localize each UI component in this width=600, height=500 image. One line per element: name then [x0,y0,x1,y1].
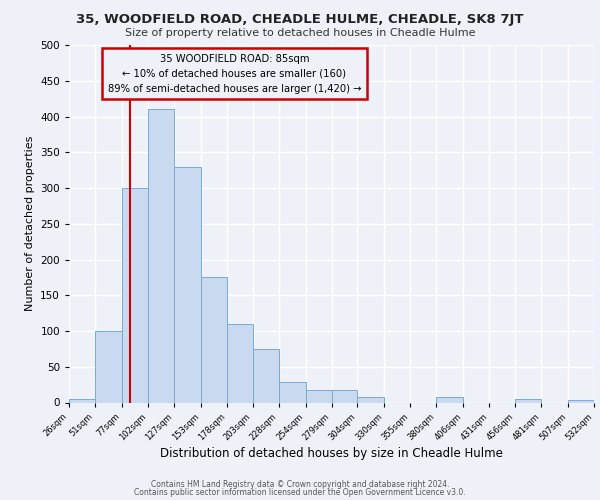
Text: Size of property relative to detached houses in Cheadle Hulme: Size of property relative to detached ho… [125,28,475,38]
Bar [331,390,358,402]
X-axis label: Distribution of detached houses by size in Cheadle Hulme: Distribution of detached houses by size … [160,448,503,460]
Bar [95,331,122,402]
Text: 35 WOODFIELD ROAD: 85sqm
← 10% of detached houses are smaller (160)
89% of semi-: 35 WOODFIELD ROAD: 85sqm ← 10% of detach… [107,54,361,94]
Bar [69,399,95,402]
Bar [148,110,174,403]
Bar [568,400,594,402]
Text: Contains HM Land Registry data © Crown copyright and database right 2024.: Contains HM Land Registry data © Crown c… [151,480,449,489]
Bar [305,390,331,402]
Bar [227,324,253,402]
Bar [174,166,201,402]
Bar [122,188,148,402]
Bar [201,278,227,402]
Bar [358,397,385,402]
Bar [278,382,305,402]
Text: 35, WOODFIELD ROAD, CHEADLE HULME, CHEADLE, SK8 7JT: 35, WOODFIELD ROAD, CHEADLE HULME, CHEAD… [76,12,524,26]
Bar [515,399,541,402]
Bar [253,349,278,403]
Y-axis label: Number of detached properties: Number of detached properties [25,136,35,312]
Bar [436,397,463,402]
Text: Contains public sector information licensed under the Open Government Licence v3: Contains public sector information licen… [134,488,466,497]
